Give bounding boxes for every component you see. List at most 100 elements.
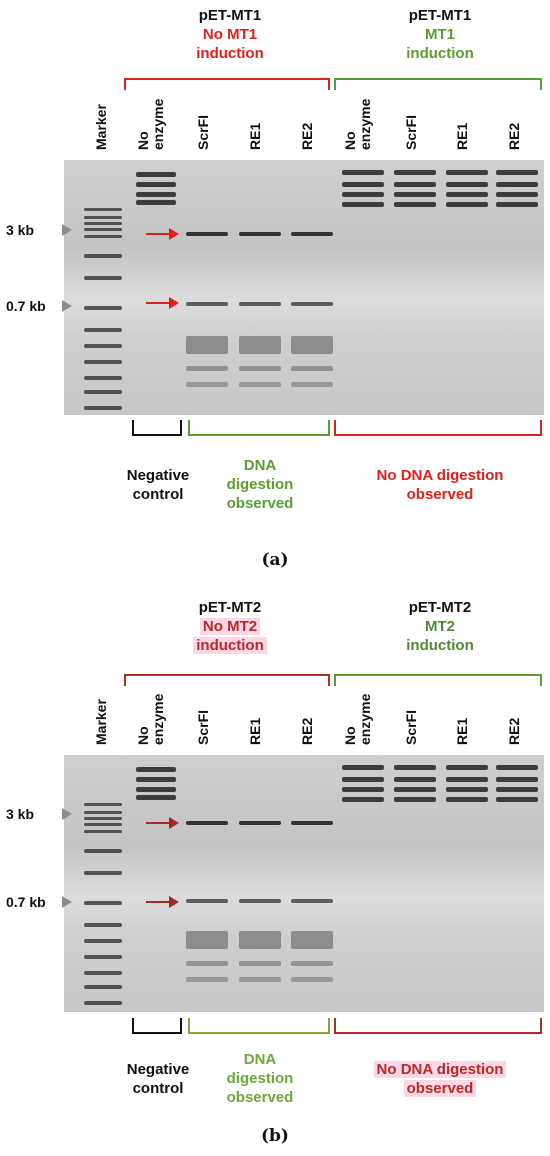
protected-band: [342, 202, 384, 207]
lane-label-scrfi-left: ScrFI: [195, 709, 211, 745]
header-left: pET-MT1 No MT1 induction: [170, 6, 290, 63]
bracket-not-digested: [334, 420, 542, 436]
bracket-negative: [132, 420, 182, 436]
size-pointer-3kb-icon: [62, 808, 72, 820]
protected-band: [394, 787, 436, 792]
protected-band: [394, 182, 436, 187]
digest-smear: [239, 931, 281, 949]
condition-right-line2: induction: [406, 637, 474, 654]
bracket-digested: [188, 420, 330, 436]
footer-digested-line1: DNA: [243, 1051, 277, 1068]
plasmid-left-label: pET-MT1: [198, 7, 262, 24]
marker-band: [84, 1001, 122, 1005]
digest-band-07kb: [186, 302, 228, 306]
protected-band: [496, 202, 538, 207]
protected-band: [446, 777, 488, 782]
footer-digested: DNA digestion observed: [205, 1050, 315, 1107]
digest-band-small: [186, 382, 228, 387]
arrow-3kb-icon: [146, 228, 179, 240]
protected-band: [342, 170, 384, 175]
marker-band: [84, 276, 122, 280]
footer-not-digested: No DNA digestion observed: [350, 466, 530, 504]
lane-label-scrfi-left: ScrFI: [195, 114, 211, 150]
digest-smear: [291, 336, 333, 354]
marker-band: [84, 208, 122, 211]
bracket-not-digested: [334, 1018, 542, 1034]
protected-band: [394, 170, 436, 175]
uncut-band: [136, 182, 176, 187]
footer-not-digested: No DNA digestion observed: [350, 1060, 530, 1098]
marker-band: [84, 830, 122, 833]
marker-band: [84, 849, 122, 853]
footer-negative: Negative control: [108, 466, 208, 504]
lane-label-scrfi-right: ScrFI: [403, 114, 419, 150]
footer-not-digested-line2: observed: [406, 486, 474, 503]
lane-label-marker: Marker: [93, 699, 109, 745]
digest-smear: [186, 336, 228, 354]
condition-left-line1: No MT2: [199, 618, 261, 635]
protected-band: [446, 797, 488, 802]
footer-negative-line1: Negative: [126, 1061, 190, 1078]
footer-digested-line3: observed: [226, 495, 294, 512]
protected-band: [342, 765, 384, 770]
condition-left-line2: induction: [196, 45, 264, 62]
protected-band: [394, 777, 436, 782]
figure-panel-a: pET-MT1 No MT1 induction pET-MT1 MT1 ind…: [0, 0, 550, 570]
marker-band: [84, 406, 122, 410]
footer-negative-line1: Negative: [126, 467, 190, 484]
panel-caption-a: (a): [261, 550, 289, 570]
digest-band-3kb: [239, 232, 281, 236]
footer-digested-line2: digestion: [226, 476, 294, 493]
digest-band-3kb: [291, 232, 333, 236]
marker-band: [84, 235, 122, 238]
lane-label-no-enzyme-left: No enzyme: [135, 98, 166, 150]
lane-label-re1-left: RE1: [247, 717, 263, 745]
uncut-band: [136, 795, 176, 800]
bracket-no-induction: [124, 78, 330, 90]
marker-band: [84, 939, 122, 943]
digest-smear: [186, 931, 228, 949]
uncut-band: [136, 200, 176, 205]
size-pointer-3kb-icon: [62, 224, 72, 236]
plasmid-right-label: pET-MT2: [408, 599, 472, 616]
header-left: pET-MT2 No MT2 induction: [170, 598, 290, 655]
protected-band: [446, 170, 488, 175]
size-label-3kb: 3 kb: [6, 806, 35, 822]
gel-image: [64, 755, 544, 1012]
protected-band: [342, 777, 384, 782]
lane-label-re2-right: RE2: [506, 717, 522, 745]
marker-band: [84, 360, 122, 364]
footer-negative-line2: control: [132, 486, 184, 503]
size-pointer-07kb-icon: [62, 896, 72, 908]
marker-band: [84, 871, 122, 875]
footer-not-digested-line1: No DNA digestion: [373, 1061, 507, 1078]
bracket-induction: [334, 78, 542, 90]
protected-band: [496, 182, 538, 187]
footer-negative: Negative control: [108, 1060, 208, 1098]
lane-label-no-enzyme-right: No enzyme: [342, 693, 373, 745]
protected-band: [394, 765, 436, 770]
marker-band: [84, 955, 122, 959]
protected-band: [446, 202, 488, 207]
lane-label-re1-right: RE1: [454, 122, 470, 150]
size-pointer-07kb-icon: [62, 300, 72, 312]
uncut-band: [136, 767, 176, 772]
gel-image: [64, 160, 544, 415]
marker-band: [84, 216, 122, 219]
digest-band-small: [291, 382, 333, 387]
footer-digested: DNA digestion observed: [205, 456, 315, 513]
marker-band: [84, 328, 122, 332]
footer-not-digested-line1: No DNA digestion: [376, 467, 504, 484]
header-right: pET-MT1 MT1 induction: [380, 6, 500, 63]
digest-band-small: [239, 961, 281, 966]
uncut-band: [136, 777, 176, 782]
digest-band-07kb: [291, 302, 333, 306]
protected-band: [342, 797, 384, 802]
bracket-induction: [334, 674, 542, 686]
panel-caption-b: (b): [261, 1126, 289, 1146]
protected-band: [446, 765, 488, 770]
marker-band: [84, 817, 122, 820]
lane-label-re2-right: RE2: [506, 122, 522, 150]
uncut-band: [136, 172, 176, 177]
digest-band-small: [239, 977, 281, 982]
